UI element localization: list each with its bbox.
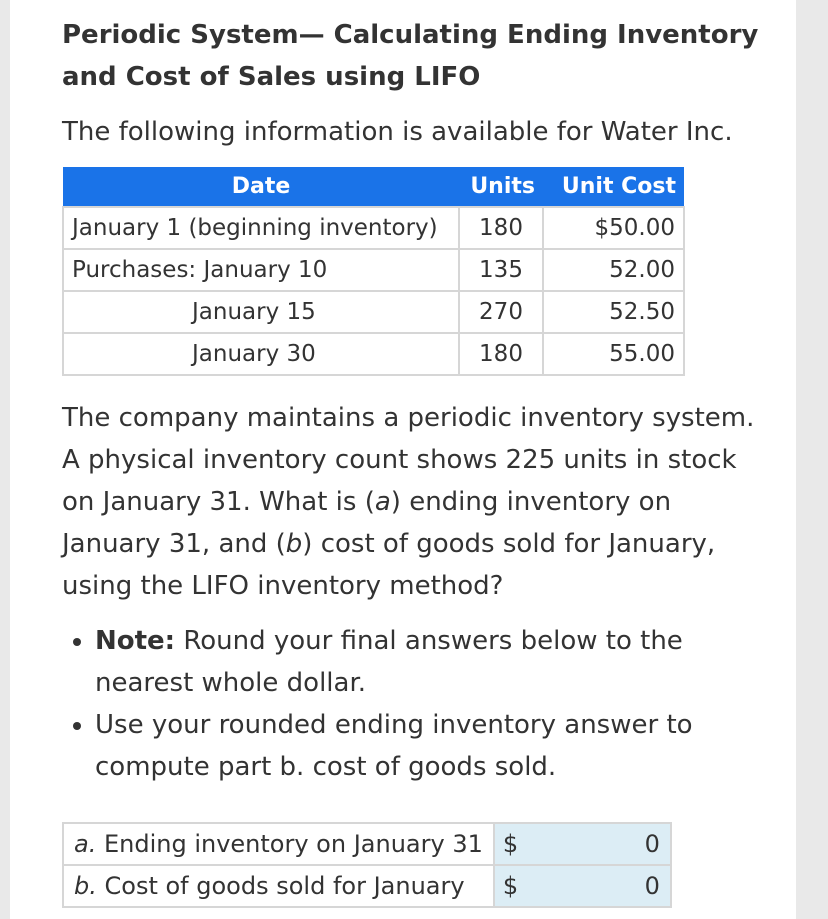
- answer-label-text: Cost of goods sold for January: [96, 872, 465, 900]
- instruction-list: Note: Round your final answers below to …: [62, 620, 775, 788]
- answer-letter: a.: [74, 830, 97, 858]
- answer-label: a. Ending inventory on January 31: [62, 822, 495, 866]
- row-unit-cost: 55.00: [542, 332, 685, 376]
- page: Periodic System— Calculating Ending Inve…: [10, 0, 796, 919]
- table-row: January 1 (beginning inventory) 180 $50.…: [62, 206, 685, 250]
- page-title: Periodic System— Calculating Ending Inve…: [62, 20, 759, 92]
- answer-letter: b.: [74, 872, 97, 900]
- currency-symbol: $: [492, 864, 525, 908]
- question-part: ) cost of goods sold for January, using …: [62, 529, 716, 601]
- row-units: 180: [458, 332, 544, 376]
- note-text: Round your final answers below to the ne…: [95, 626, 683, 698]
- cost-of-goods-sold-input[interactable]: 0: [524, 864, 672, 908]
- note-label: Note:: [95, 626, 176, 656]
- table-row: Purchases: January 10 135 52.00: [62, 248, 685, 292]
- answer-label: b. Cost of goods sold for January: [62, 864, 495, 908]
- row-units: 270: [458, 290, 544, 334]
- row-date: January 15: [62, 290, 460, 334]
- row-date: Purchases: January 10: [62, 248, 460, 292]
- header-units: Units: [459, 167, 543, 207]
- question-part: ) ending inventory on January 31, and (: [62, 487, 672, 559]
- row-unit-cost: $50.00: [542, 206, 685, 250]
- table-header-row: Date Units Unit Cost: [63, 167, 684, 207]
- question-letter-b: b: [285, 529, 303, 559]
- table-row: January 15 270 52.50: [62, 290, 685, 334]
- row-units: 135: [458, 248, 544, 292]
- answer-table: a. Ending inventory on January 31 $ 0 b.…: [62, 822, 672, 908]
- question-letter-a: a: [374, 487, 391, 517]
- row-unit-cost: 52.00: [542, 248, 685, 292]
- question-part: The company maintains a periodic invento…: [62, 403, 755, 517]
- question-text: The company maintains a periodic invento…: [62, 397, 762, 607]
- instruction-item: Note: Round your final answers below to …: [95, 620, 775, 704]
- row-date: January 1 (beginning inventory): [62, 206, 460, 250]
- row-unit-cost: 52.50: [542, 290, 685, 334]
- answer-row: a. Ending inventory on January 31 $ 0: [62, 822, 672, 866]
- row-date: January 30: [62, 332, 460, 376]
- inventory-table: Date Units Unit Cost January 1 (beginnin…: [62, 167, 685, 376]
- instruction-item: Use your rounded ending inventory answer…: [95, 704, 775, 788]
- header-unit-cost: Unit Cost: [543, 167, 684, 207]
- intro-text: The following information is available f…: [62, 117, 733, 147]
- currency-symbol: $: [492, 822, 525, 866]
- header-date: Date: [63, 167, 459, 207]
- answer-label-text: Ending inventory on January 31: [96, 830, 483, 858]
- row-units: 180: [458, 206, 544, 250]
- answer-row: b. Cost of goods sold for January $ 0: [62, 864, 672, 908]
- ending-inventory-input[interactable]: 0: [524, 822, 672, 866]
- table-row: January 30 180 55.00: [62, 332, 685, 376]
